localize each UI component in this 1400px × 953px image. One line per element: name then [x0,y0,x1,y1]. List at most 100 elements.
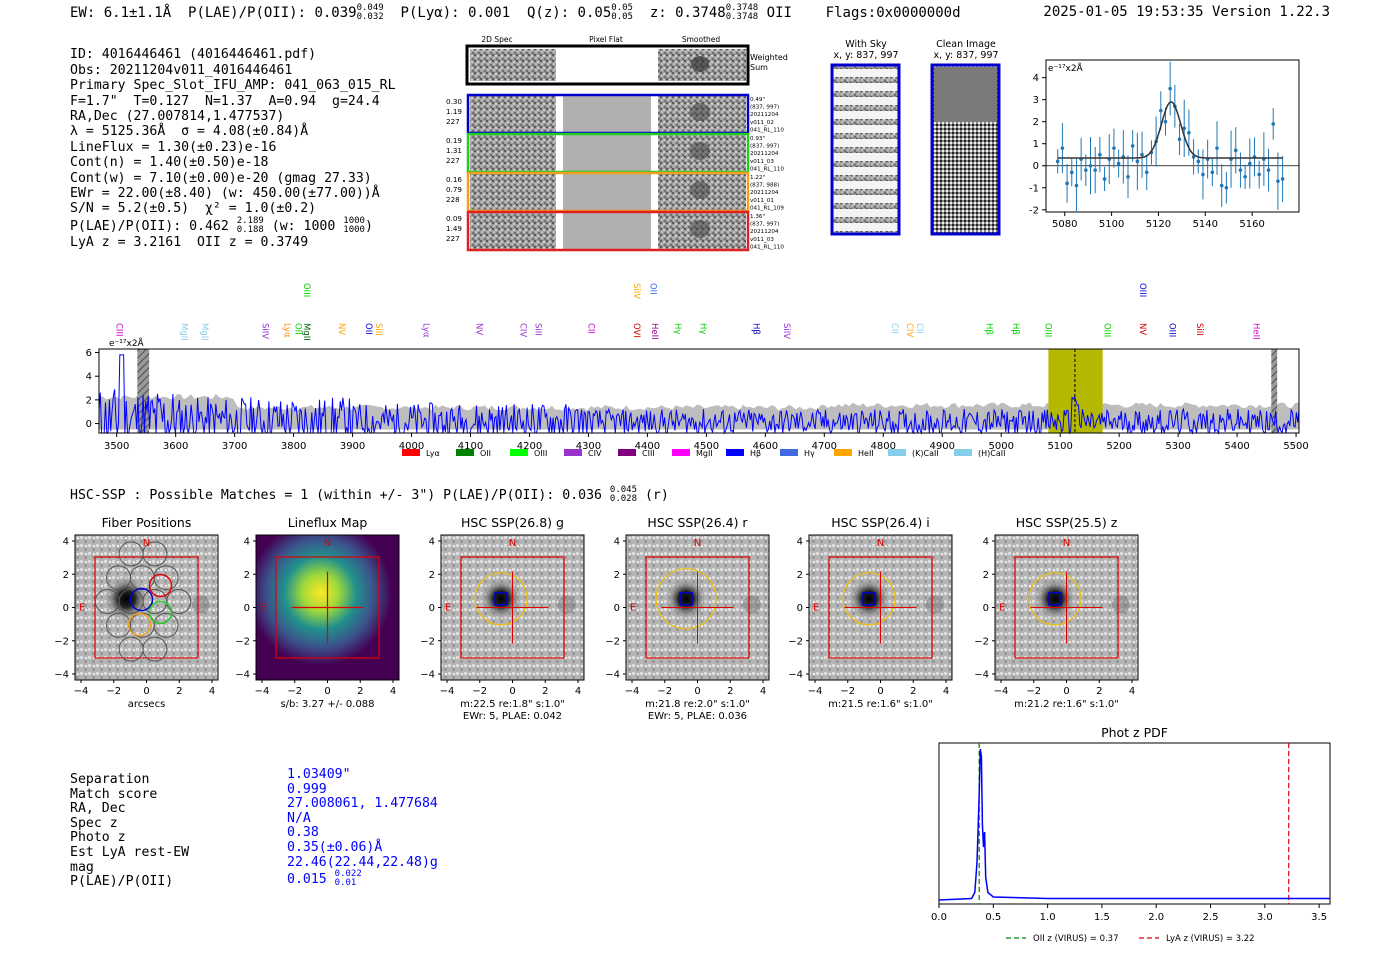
z-value: z: 0.3748 [649,5,726,21]
hsc-xtick-label: −4 [808,686,823,697]
legend-label: Lyα [426,449,440,458]
emission-line-label: HeII [649,323,659,340]
hsc-title-lo: 0.028 [609,494,637,504]
info-line: RA,Dec (27.007814,1.477537) [70,109,285,125]
hsc-caption: EWr: 5, PLAE: 0.036 [648,711,747,722]
legend-label: CIV [588,449,602,458]
z-hi: 0.3748 [725,3,759,13]
match-label: Est LyA rest-EW [70,844,190,860]
fit-ytick-label: -1 [1029,183,1039,194]
row-left-stat: 0.19 [446,136,462,145]
fit-point [1187,130,1191,135]
fit-point [1088,163,1093,168]
hsc-caption: m:21.5 re:1.6" s:1.0" [828,699,933,710]
hsc-ytick-label: 4 [244,537,250,548]
spec-xtick-label: 4600 [753,441,778,452]
hsc-ytick-label: 4 [63,537,69,548]
detection-info: ID: 4016446461 (4016446461.pdf) Obs: 2021… [70,32,396,266]
pz-xtick-label: 3.5 [1311,912,1327,923]
hsc-panel-title: Lineflux Map [288,515,368,530]
info-plae-w-lo: 1000 [343,224,365,235]
fit-point [1271,122,1276,126]
hsc-xtick-label: −4 [440,686,455,697]
emission-line-label: SiII [373,323,383,336]
fiber-orange [127,612,152,637]
fit-point [1130,144,1135,148]
fit-point [1276,179,1280,183]
emission-line-label: NV [473,323,483,335]
pz-curve [938,748,1330,901]
emission-line-label: CII [914,323,924,334]
emission-line-label: OVI [631,323,641,338]
hsc-ytick-label: −4 [788,670,803,681]
info-line: LineFlux = 1.30(±0.23)e-16 [70,139,277,155]
row-right-info: v011_03 [750,237,774,243]
plya-value: P(Lyα): 0.001 [400,5,511,21]
emission-line-label: Hβ [983,323,993,335]
legend-label: OII [480,449,491,458]
row-right-info: (837, 997) [750,222,779,228]
match-value: N/A [287,810,311,826]
info-line: Primary Spec_Slot_IFU_AMP: 041_063_015_R… [70,78,396,94]
hsc-xtick-label: 0 [509,686,515,697]
spec-xtick-label: 4100 [458,441,483,452]
fit-ytick-label: 4 [1033,73,1039,84]
neighbor-source [557,595,576,614]
fit-point [1144,170,1149,175]
row-right-info: 0.93" [750,136,765,142]
legend-swatch [954,449,972,456]
compass-e: E [260,603,266,614]
hsc-ytick-label: 0 [63,603,69,614]
info-line: S/N = 5.2(±0.5) χ² = 1.0(±0.2) [70,201,317,217]
row-right-info: 041_RL_109 [750,205,784,211]
clean-image-coords: x, y: 837, 997 [933,50,998,61]
hsc-panels: Fiber Positions N E 4 2 0 −2 −4 −4 −2 0 2 4 arcsecs Li… [54,515,1139,722]
hsc-ytick-label: −2 [235,636,250,647]
hsc-ytick-label: 0 [614,603,620,614]
pz-xtick-label: 2.0 [1148,912,1164,923]
galaxy-blob [479,576,524,621]
row-frame [466,210,750,252]
fit-point [1112,146,1116,150]
spec-xtick-label: 3500 [104,441,129,452]
row-right-info: (837, 997) [750,144,779,150]
match-label: Match score [70,786,158,802]
spec-xtick-label: 4300 [576,441,601,452]
fit-point [1093,168,1097,172]
hsc-ytick-label: 2 [614,570,620,581]
row-right-info: 0.49" [750,97,765,103]
hsc-xtick-label: −2 [657,686,672,697]
match-plae-lo: 0.01 [334,878,357,889]
fit-model-line [1057,101,1283,159]
weighted-2d-spec [470,49,556,81]
spec-xtick-label: 4400 [635,441,660,452]
hsc-xtick-label: 0 [694,686,700,697]
spec-xtick-label: 5200 [1106,441,1131,452]
emission-line-label: CIV [518,323,528,337]
hsc-xtick-label: 0 [143,686,149,697]
match-value: 0.015 0.022 0.01 [287,870,438,888]
row-2d-spec [470,174,556,210]
row-right-info: (837, 997) [750,105,779,111]
row-2d-spec [470,96,556,132]
emission-line-label: OII [292,323,302,335]
hsc-ytick-label: −4 [605,670,620,681]
match-box [494,592,508,606]
hsc-caption: m:22.5 re:1.8" s:1.0" [460,699,565,710]
match-value: 1.03409" [287,767,351,782]
plae-hi: 0.049 [356,3,384,13]
timestamp: 2025-01-05 19:53:35 Version 1.22.3 [1043,4,1330,20]
hsc-ytick-label: 4 [983,537,989,548]
cutout-col-title: Smoothed [682,35,721,44]
fit-point [1177,137,1182,142]
match-label: Spec z [70,815,118,831]
spec-xtick-label: 3900 [340,441,365,452]
hsc-ytick-label: 4 [429,537,435,548]
hsc-caption: arcsecs [128,699,166,710]
row-source-blob [690,181,710,199]
fit-point [1060,146,1065,150]
emission-line-label: OII [363,323,373,335]
hsc-xtick-label: 4 [209,686,215,697]
hsc-xtick-label: 4 [575,686,581,697]
legend-label: CIII [642,449,655,458]
